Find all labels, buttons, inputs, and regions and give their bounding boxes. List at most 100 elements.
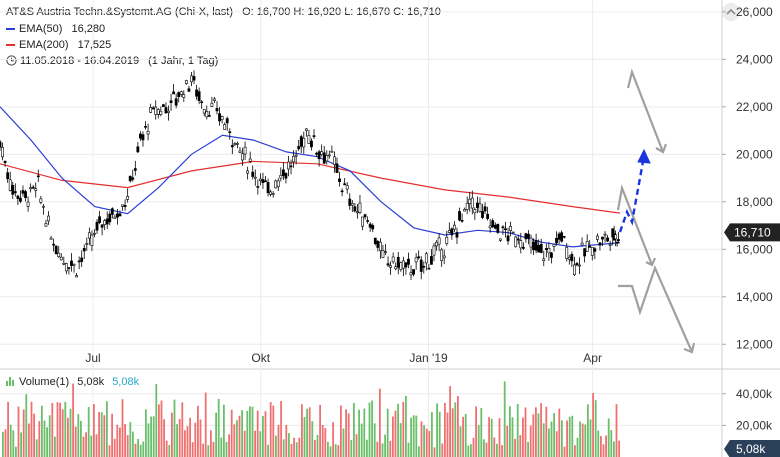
volume-bar	[402, 401, 405, 457]
candle-body	[49, 237, 53, 240]
y-tick-label: 14,000	[736, 290, 773, 304]
candle-body	[350, 203, 354, 206]
x-tick-label: Apr	[583, 351, 602, 365]
volume-bar	[28, 423, 30, 457]
candle-body	[463, 209, 467, 212]
volume-bar	[493, 437, 496, 457]
volume-bar	[80, 420, 82, 457]
volume-bar	[56, 402, 59, 457]
volume-bar	[584, 424, 587, 457]
candle-body	[514, 236, 518, 248]
ema200-series-line	[0, 160, 621, 214]
candle-body	[279, 174, 283, 179]
volume-bar	[163, 419, 165, 457]
y-tick-label: 18,000	[736, 195, 773, 209]
forecast-arrow-blue-head	[637, 148, 651, 164]
candle-body	[197, 91, 201, 101]
ema50-legend[interactable]: EMA(50) 16,280	[6, 23, 105, 35]
volume-bar	[516, 403, 519, 457]
volume-label: Volume(1)	[19, 376, 70, 388]
volume-bar	[246, 410, 249, 457]
candle-body	[41, 205, 45, 208]
volume-bar	[103, 415, 106, 457]
volume-bar	[527, 442, 529, 457]
candle-body	[167, 110, 170, 113]
volume-bar	[280, 401, 282, 457]
volume-bar	[64, 401, 67, 457]
volume-bar	[158, 404, 160, 457]
candle-body	[325, 155, 329, 162]
volume-bar	[480, 407, 483, 457]
volume-bar	[191, 442, 194, 457]
candle-body	[16, 195, 20, 199]
volume-bar	[524, 407, 527, 457]
volume-bar	[217, 398, 220, 457]
candle-body	[573, 264, 576, 276]
candle-body	[373, 237, 377, 245]
volume-bar	[228, 434, 230, 457]
volume-bar	[563, 446, 566, 457]
volume-bar	[451, 408, 454, 457]
volume-bar	[113, 438, 116, 457]
volume-bar	[394, 410, 397, 457]
volume-bar	[574, 445, 576, 457]
candle-body	[363, 214, 367, 218]
candle-body	[430, 256, 433, 265]
candle-body	[29, 187, 33, 190]
candle-body	[353, 206, 357, 212]
candle-body	[72, 263, 76, 266]
candle-body	[524, 233, 528, 240]
candle-body	[567, 256, 571, 260]
candle-body	[544, 248, 548, 250]
volume-bar	[4, 429, 7, 457]
candle-body	[98, 216, 101, 223]
volume-bar	[134, 443, 137, 457]
candle-body	[417, 256, 421, 259]
date-range: 11.05.2018 - 16.04.2019	[20, 55, 140, 67]
scroll-up-button[interactable]	[722, 3, 740, 21]
last-price-badge	[724, 223, 780, 242]
ema200-line	[0, 160, 621, 214]
candle-body	[450, 228, 454, 236]
candle-body	[310, 140, 313, 148]
candle-body	[269, 191, 273, 195]
candle-body	[297, 146, 301, 150]
volume-bar	[54, 436, 56, 457]
x-tick-label: Jan '19	[409, 351, 448, 365]
candle-body	[478, 203, 482, 213]
volume-bar	[366, 439, 368, 457]
volume-bar	[345, 409, 347, 457]
volume-bar	[22, 409, 25, 457]
candle-body	[470, 197, 474, 209]
volume-bar	[171, 412, 173, 457]
volume-bar	[605, 435, 607, 457]
ema50-label: EMA(50)	[19, 23, 63, 35]
volume-bar	[178, 418, 181, 457]
candle-body	[483, 206, 487, 212]
volume-bar	[61, 409, 64, 457]
candle-body	[80, 257, 84, 262]
candle-body	[498, 238, 502, 241]
volume-bar	[69, 408, 72, 457]
volume-legend[interactable]: Volume(1) 5,08k 5,08k	[6, 376, 139, 388]
volume-bar	[384, 434, 386, 457]
candle-body	[126, 196, 130, 200]
candle-body	[256, 186, 260, 188]
candle-body	[172, 91, 176, 95]
volume-bar	[576, 437, 579, 457]
candle-body	[34, 188, 38, 191]
volume-bar	[87, 406, 90, 457]
candle-body	[230, 145, 234, 148]
volume-bar	[550, 421, 553, 457]
candle-body	[169, 100, 173, 103]
candle-body	[550, 252, 553, 258]
candle-body	[570, 254, 574, 262]
candle-body	[343, 183, 347, 186]
ema200-legend[interactable]: EMA(200) 17,525	[6, 39, 111, 51]
candle-body	[361, 216, 364, 227]
volume-bar	[389, 440, 392, 457]
candle-body	[475, 202, 479, 208]
volume-bar	[475, 406, 477, 457]
candle-body	[294, 154, 298, 157]
